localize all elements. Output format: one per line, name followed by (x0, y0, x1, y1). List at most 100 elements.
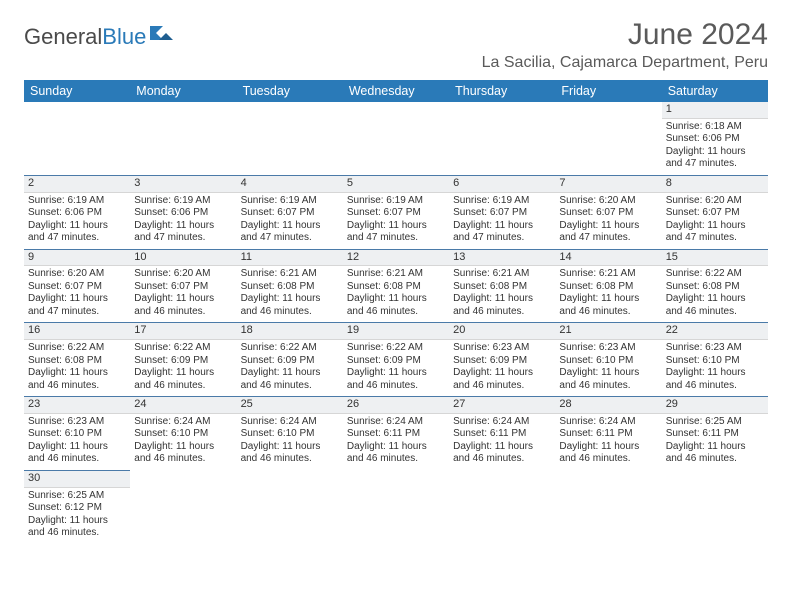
daylight-text: Daylight: 11 hours (347, 441, 445, 454)
daylight-text: and 46 minutes. (347, 306, 445, 319)
calendar-cell (449, 102, 555, 175)
calendar-week: 1Sunrise: 6:18 AMSunset: 6:06 PMDaylight… (24, 102, 768, 175)
daylight-text: and 46 minutes. (134, 380, 232, 393)
calendar-cell: 11Sunrise: 6:21 AMSunset: 6:08 PMDayligh… (237, 249, 343, 323)
daylight-text: Daylight: 11 hours (241, 220, 339, 233)
sunrise-text: Sunrise: 6:24 AM (559, 416, 657, 429)
sunset-text: Sunset: 6:08 PM (453, 281, 551, 294)
daylight-text: and 46 minutes. (28, 527, 126, 540)
sunset-text: Sunset: 6:09 PM (453, 355, 551, 368)
sunrise-text: Sunrise: 6:24 AM (241, 416, 339, 429)
daylight-text: and 46 minutes. (666, 306, 764, 319)
sunrise-text: Sunrise: 6:21 AM (559, 268, 657, 281)
sunrise-text: Sunrise: 6:25 AM (666, 416, 764, 429)
sunrise-text: Sunrise: 6:20 AM (134, 268, 232, 281)
calendar-cell: 16Sunrise: 6:22 AMSunset: 6:08 PMDayligh… (24, 323, 130, 397)
calendar-cell: 1Sunrise: 6:18 AMSunset: 6:06 PMDaylight… (662, 102, 768, 175)
day-header-row: SundayMondayTuesdayWednesdayThursdayFrid… (24, 80, 768, 102)
sunset-text: Sunset: 6:11 PM (666, 428, 764, 441)
sunrise-text: Sunrise: 6:22 AM (347, 342, 445, 355)
day-number: 3 (130, 176, 236, 193)
day-number: 26 (343, 397, 449, 414)
daylight-text: Daylight: 11 hours (28, 515, 126, 528)
sunset-text: Sunset: 6:07 PM (28, 281, 126, 294)
sunset-text: Sunset: 6:09 PM (134, 355, 232, 368)
calendar-week: 9Sunrise: 6:20 AMSunset: 6:07 PMDaylight… (24, 249, 768, 323)
daylight-text: and 46 minutes. (241, 453, 339, 466)
day-number: 14 (555, 250, 661, 267)
sunrise-text: Sunrise: 6:23 AM (559, 342, 657, 355)
calendar-cell: 26Sunrise: 6:24 AMSunset: 6:11 PMDayligh… (343, 397, 449, 471)
day-number: 13 (449, 250, 555, 267)
sunset-text: Sunset: 6:10 PM (559, 355, 657, 368)
sunrise-text: Sunrise: 6:19 AM (347, 195, 445, 208)
calendar-cell: 9Sunrise: 6:20 AMSunset: 6:07 PMDaylight… (24, 249, 130, 323)
sunset-text: Sunset: 6:07 PM (134, 281, 232, 294)
calendar-cell: 10Sunrise: 6:20 AMSunset: 6:07 PMDayligh… (130, 249, 236, 323)
day-number: 25 (237, 397, 343, 414)
sunrise-text: Sunrise: 6:19 AM (134, 195, 232, 208)
daylight-text: and 46 minutes. (666, 453, 764, 466)
calendar-cell: 24Sunrise: 6:24 AMSunset: 6:10 PMDayligh… (130, 397, 236, 471)
daylight-text: Daylight: 11 hours (28, 293, 126, 306)
sunrise-text: Sunrise: 6:20 AM (666, 195, 764, 208)
daylight-text: Daylight: 11 hours (666, 441, 764, 454)
calendar-cell (662, 470, 768, 543)
calendar-cell (24, 102, 130, 175)
daylight-text: and 46 minutes. (559, 306, 657, 319)
calendar-week: 30Sunrise: 6:25 AMSunset: 6:12 PMDayligh… (24, 470, 768, 543)
sunrise-text: Sunrise: 6:19 AM (28, 195, 126, 208)
sunset-text: Sunset: 6:07 PM (559, 207, 657, 220)
title-block: June 2024 La Sacilia, Cajamarca Departme… (482, 18, 768, 72)
calendar-cell: 12Sunrise: 6:21 AMSunset: 6:08 PMDayligh… (343, 249, 449, 323)
month-title: June 2024 (482, 18, 768, 52)
daylight-text: and 47 minutes. (666, 158, 764, 171)
calendar-cell: 28Sunrise: 6:24 AMSunset: 6:11 PMDayligh… (555, 397, 661, 471)
day-header: Thursday (449, 80, 555, 102)
daylight-text: Daylight: 11 hours (241, 293, 339, 306)
sunset-text: Sunset: 6:11 PM (453, 428, 551, 441)
day-header: Monday (130, 80, 236, 102)
day-number: 22 (662, 323, 768, 340)
daylight-text: and 47 minutes. (28, 232, 126, 245)
logo-text-2: Blue (102, 24, 146, 49)
logo: GeneralBlue (24, 24, 175, 50)
sunrise-text: Sunrise: 6:19 AM (453, 195, 551, 208)
daylight-text: and 46 minutes. (453, 380, 551, 393)
sunset-text: Sunset: 6:09 PM (241, 355, 339, 368)
daylight-text: Daylight: 11 hours (666, 367, 764, 380)
day-number: 29 (662, 397, 768, 414)
calendar-cell (130, 470, 236, 543)
daylight-text: and 46 minutes. (347, 380, 445, 393)
daylight-text: Daylight: 11 hours (559, 293, 657, 306)
calendar-cell: 25Sunrise: 6:24 AMSunset: 6:10 PMDayligh… (237, 397, 343, 471)
sunrise-text: Sunrise: 6:22 AM (28, 342, 126, 355)
daylight-text: and 46 minutes. (28, 453, 126, 466)
calendar-cell (555, 102, 661, 175)
day-header: Saturday (662, 80, 768, 102)
daylight-text: and 46 minutes. (453, 306, 551, 319)
sunset-text: Sunset: 6:08 PM (347, 281, 445, 294)
day-number: 28 (555, 397, 661, 414)
day-number: 12 (343, 250, 449, 267)
calendar-cell: 21Sunrise: 6:23 AMSunset: 6:10 PMDayligh… (555, 323, 661, 397)
day-number: 9 (24, 250, 130, 267)
sunrise-text: Sunrise: 6:20 AM (28, 268, 126, 281)
day-number: 18 (237, 323, 343, 340)
calendar-cell: 14Sunrise: 6:21 AMSunset: 6:08 PMDayligh… (555, 249, 661, 323)
daylight-text: and 46 minutes. (347, 453, 445, 466)
daylight-text: Daylight: 11 hours (134, 293, 232, 306)
logo-text: GeneralBlue (24, 24, 146, 50)
day-number: 11 (237, 250, 343, 267)
daylight-text: Daylight: 11 hours (241, 367, 339, 380)
daylight-text: and 46 minutes. (241, 306, 339, 319)
calendar-cell: 2Sunrise: 6:19 AMSunset: 6:06 PMDaylight… (24, 175, 130, 249)
sunrise-text: Sunrise: 6:23 AM (28, 416, 126, 429)
daylight-text: Daylight: 11 hours (347, 220, 445, 233)
sunset-text: Sunset: 6:11 PM (559, 428, 657, 441)
day-number: 1 (662, 102, 768, 119)
sunrise-text: Sunrise: 6:23 AM (666, 342, 764, 355)
sunrise-text: Sunrise: 6:21 AM (241, 268, 339, 281)
calendar-cell: 22Sunrise: 6:23 AMSunset: 6:10 PMDayligh… (662, 323, 768, 397)
sunrise-text: Sunrise: 6:22 AM (134, 342, 232, 355)
